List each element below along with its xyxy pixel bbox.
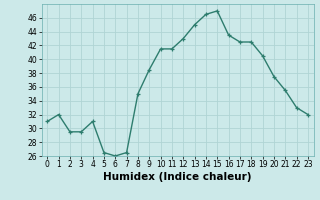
X-axis label: Humidex (Indice chaleur): Humidex (Indice chaleur) (103, 172, 252, 182)
